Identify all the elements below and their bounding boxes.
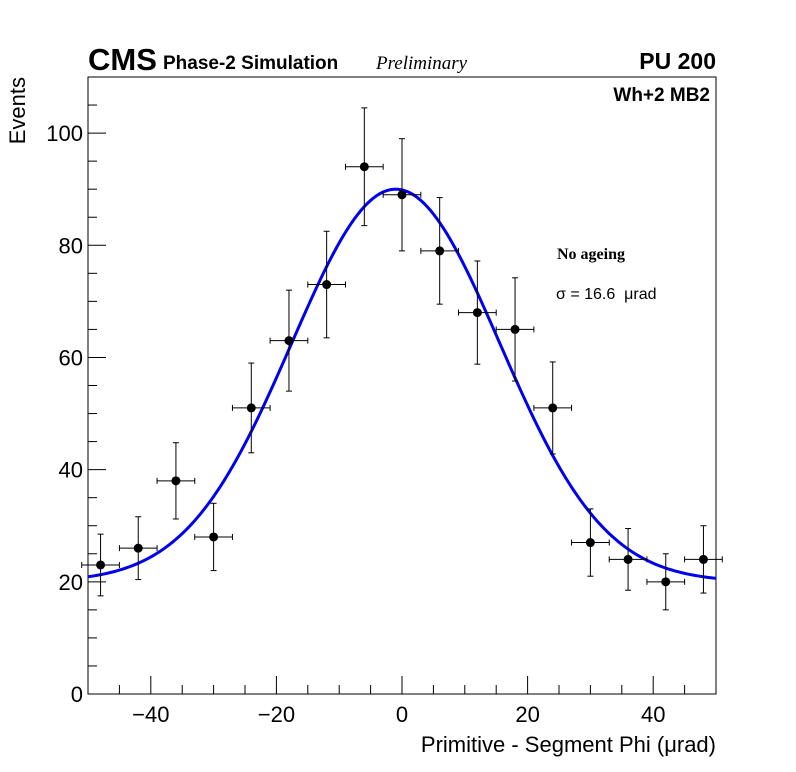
data-marker <box>209 532 219 542</box>
y-axis-label: Events <box>5 77 30 144</box>
data-marker <box>548 403 558 413</box>
data-marker <box>698 554 708 564</box>
x-tick-label: 20 <box>515 702 539 727</box>
data-point <box>382 138 422 252</box>
data-point <box>118 516 158 581</box>
data-marker <box>510 324 520 334</box>
x-tick-label: −40 <box>132 702 169 727</box>
experiment-label: CMS <box>88 42 157 77</box>
y-tick-label: 60 <box>59 345 83 370</box>
data-point <box>231 362 271 454</box>
chamber-label: Wh+2 MB2 <box>613 85 710 106</box>
data-point <box>646 553 686 611</box>
y-tick-label: 20 <box>59 570 83 595</box>
subtitle-label: Phase-2 Simulation <box>163 53 338 74</box>
data-point <box>420 197 460 305</box>
data-marker <box>661 577 671 587</box>
condition-label: No ageing <box>557 246 625 263</box>
data-marker <box>623 554 633 564</box>
data-marker <box>171 476 181 486</box>
y-tick-label: 80 <box>59 233 83 258</box>
x-tick-label: 0 <box>396 702 408 727</box>
status-label: Preliminary <box>375 53 468 74</box>
x-tick-label: 40 <box>641 702 665 727</box>
data-point <box>194 502 233 572</box>
data-marker <box>472 308 482 318</box>
data-marker <box>435 246 445 256</box>
data-marker <box>359 162 369 172</box>
data-marker <box>322 280 332 290</box>
data-point <box>156 442 196 520</box>
pileup-label: PU 200 <box>639 48 716 74</box>
data-marker <box>246 403 256 413</box>
data-point <box>608 528 648 591</box>
data-point <box>495 277 535 382</box>
data-point <box>307 230 346 339</box>
data-point <box>269 289 309 392</box>
data-point <box>533 361 573 455</box>
fit-result-label: σ = 16.6 μrad <box>556 286 656 303</box>
y-tick-label: 40 <box>59 458 83 483</box>
x-axis-label: Primitive - Segment Phi (μrad) <box>421 732 716 757</box>
data-point <box>458 260 497 365</box>
data-marker <box>284 336 294 346</box>
y-tick-label: 0 <box>71 682 83 707</box>
data-point <box>684 525 723 594</box>
data-marker <box>96 560 106 570</box>
data-marker <box>133 543 143 553</box>
data-point <box>81 533 120 597</box>
data-point <box>344 107 384 227</box>
data-marker <box>585 538 595 548</box>
data-point <box>571 508 610 577</box>
x-tick-label: −20 <box>258 702 295 727</box>
y-tick-label: 100 <box>46 121 83 146</box>
data-marker <box>397 190 407 200</box>
